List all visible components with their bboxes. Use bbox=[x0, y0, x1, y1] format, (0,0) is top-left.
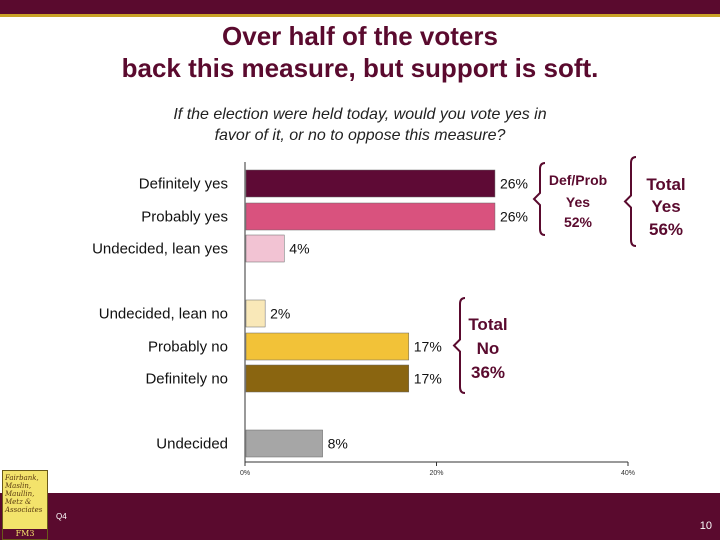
group-label-total-yes: Total bbox=[646, 175, 685, 194]
x-tick-label: 20% bbox=[429, 470, 443, 477]
bottom-banner bbox=[0, 493, 720, 540]
group-label-def-prob-yes: Yes bbox=[566, 194, 590, 210]
bracket-total-no bbox=[452, 297, 466, 394]
category-label: Undecided, lean yes bbox=[92, 241, 228, 258]
logo-line: Maullin, bbox=[5, 490, 35, 498]
group-label-total-no: 36% bbox=[471, 363, 505, 382]
value-label: 2% bbox=[270, 306, 290, 322]
logo-line: Fairbank, bbox=[5, 474, 39, 482]
group-label-def-prob-yes: 52% bbox=[564, 214, 593, 230]
page-number: 10 bbox=[699, 520, 712, 532]
group-label-total-no: No bbox=[477, 339, 500, 358]
bar-chart: Definitely yes 26% Probably yes 26% Undecide… bbox=[92, 156, 686, 477]
value-label: 26% bbox=[500, 176, 528, 192]
question-text: If the election were held today, would y… bbox=[130, 104, 590, 146]
logo-footer: FM3 bbox=[3, 529, 47, 539]
group-label-total-yes: Yes bbox=[651, 197, 680, 216]
category-label: Definitely yes bbox=[139, 176, 228, 193]
question-line-1: If the election were held today, would y… bbox=[173, 106, 547, 123]
category-label: Definitely no bbox=[145, 371, 228, 388]
bar bbox=[245, 429, 323, 458]
top-banner bbox=[0, 0, 720, 14]
top-accent-line bbox=[0, 14, 720, 17]
value-label: 4% bbox=[289, 241, 309, 257]
category-label: Probably no bbox=[148, 339, 228, 356]
bar bbox=[245, 299, 266, 328]
category-label: Probably yes bbox=[141, 209, 228, 226]
x-tick-label: 40% bbox=[621, 470, 635, 477]
title-line-1: Over half of the voters bbox=[222, 21, 498, 51]
title-line-2: back this measure, but support is soft. bbox=[121, 53, 599, 83]
category-label: Undecided, lean no bbox=[99, 306, 228, 323]
value-label: 17% bbox=[414, 339, 442, 355]
value-label: 26% bbox=[500, 209, 528, 225]
category-label: Undecided bbox=[156, 436, 228, 453]
group-label-total-no: Total bbox=[468, 315, 507, 334]
value-label: 8% bbox=[328, 436, 348, 452]
company-logo: Fairbank, Maslin, Maullin, Metz & Associ… bbox=[2, 470, 48, 540]
bar bbox=[245, 364, 410, 393]
bracket-def-prob-yes bbox=[532, 162, 546, 236]
value-label: 17% bbox=[414, 371, 442, 387]
logo-line: Metz & bbox=[5, 498, 32, 506]
x-tick-label: 0% bbox=[240, 470, 250, 477]
logo-line: Maslin, bbox=[5, 482, 32, 490]
question-line-2: favor of it, or no to oppose this measur… bbox=[214, 127, 506, 144]
logo-line: Associates bbox=[5, 506, 43, 514]
bracket-total-yes bbox=[623, 156, 637, 247]
bar bbox=[245, 169, 496, 198]
slide-title: Over half of the voters back this measur… bbox=[0, 20, 720, 84]
bar bbox=[245, 202, 496, 231]
group-label-total-yes: 56% bbox=[649, 220, 683, 239]
question-id: Q4 bbox=[56, 512, 67, 521]
bar bbox=[245, 332, 410, 361]
bar bbox=[245, 234, 285, 263]
group-label-def-prob-yes: Def/Prob bbox=[549, 172, 607, 188]
